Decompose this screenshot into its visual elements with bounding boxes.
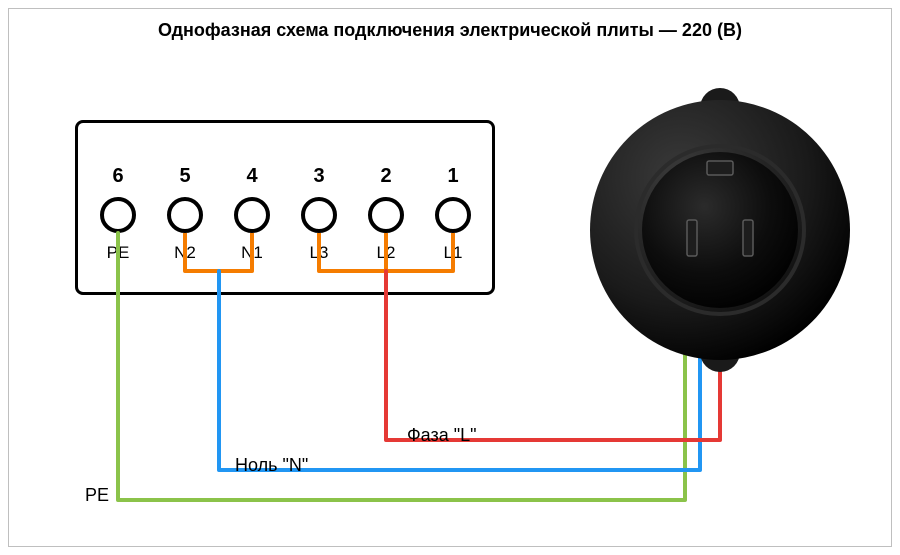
terminal-label: L2 — [366, 243, 406, 263]
terminal-number: 4 — [237, 165, 267, 188]
terminal-number: 3 — [304, 165, 334, 188]
terminal-label: L3 — [299, 243, 339, 263]
terminal-number: 5 — [170, 165, 200, 188]
terminal-5 — [167, 197, 203, 233]
terminal-label: N2 — [165, 243, 205, 263]
terminal-label: L1 — [433, 243, 473, 263]
terminal-3 — [301, 197, 337, 233]
wire-label: PE — [85, 485, 109, 506]
terminal-label: PE — [98, 243, 138, 263]
terminal-number: 6 — [103, 165, 133, 188]
terminal-6 — [100, 197, 136, 233]
terminal-number: 2 — [371, 165, 401, 188]
terminal-1 — [435, 197, 471, 233]
terminal-label: N1 — [232, 243, 272, 263]
terminal-2 — [368, 197, 404, 233]
wire-label: Ноль "N" — [235, 455, 308, 476]
terminal-number: 1 — [438, 165, 468, 188]
diagram-title: Однофазная схема подключения электрическ… — [0, 20, 900, 41]
terminal-4 — [234, 197, 270, 233]
terminal-block — [75, 120, 495, 295]
wire-label: Фаза "L" — [407, 425, 477, 446]
